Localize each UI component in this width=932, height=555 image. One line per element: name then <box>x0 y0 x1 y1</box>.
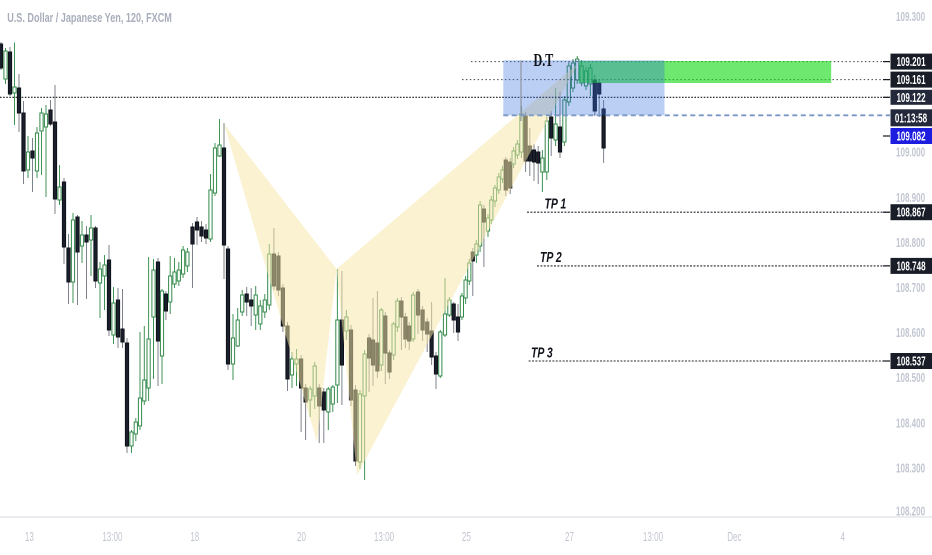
svg-text:109.000: 109.000 <box>896 146 925 160</box>
svg-text:TP 2: TP 2 <box>540 248 562 265</box>
svg-text:109.201: 109.201 <box>896 55 925 69</box>
svg-text:25: 25 <box>462 530 471 544</box>
svg-text:108.900: 108.900 <box>896 191 925 205</box>
svg-text:109.122: 109.122 <box>896 91 925 105</box>
svg-text:109.161: 109.161 <box>896 73 925 87</box>
svg-text:108.748: 108.748 <box>896 260 925 274</box>
svg-text:13:00: 13:00 <box>374 530 394 544</box>
svg-text:108.300: 108.300 <box>896 462 925 476</box>
svg-text:13:00: 13:00 <box>643 530 663 544</box>
svg-text:TP 3: TP 3 <box>531 344 553 361</box>
svg-text:13:00: 13:00 <box>102 530 122 544</box>
svg-text:20: 20 <box>297 530 306 544</box>
svg-text:D.T: D.T <box>534 51 554 71</box>
svg-text:18: 18 <box>190 530 199 544</box>
svg-text:109.300: 109.300 <box>896 10 925 24</box>
svg-text:Dec: Dec <box>727 530 742 544</box>
svg-text:01:13:58: 01:13:58 <box>895 111 927 125</box>
svg-text:13: 13 <box>25 530 34 544</box>
svg-text:108.800: 108.800 <box>896 236 925 250</box>
svg-text:TP 1: TP 1 <box>545 195 567 212</box>
svg-text:108.700: 108.700 <box>896 281 925 295</box>
svg-text:108.500: 108.500 <box>896 371 925 385</box>
svg-text:108.600: 108.600 <box>896 326 925 340</box>
svg-text:U.S. Dollar / Japanese Yen, 12: U.S. Dollar / Japanese Yen, 120, FXCM <box>7 12 172 26</box>
svg-text:108.537: 108.537 <box>896 355 925 369</box>
svg-text:109.082: 109.082 <box>896 130 925 144</box>
svg-text:27: 27 <box>565 530 574 544</box>
svg-text:4: 4 <box>840 530 844 544</box>
svg-text:108.867: 108.867 <box>896 206 925 220</box>
svg-text:108.400: 108.400 <box>896 416 925 430</box>
